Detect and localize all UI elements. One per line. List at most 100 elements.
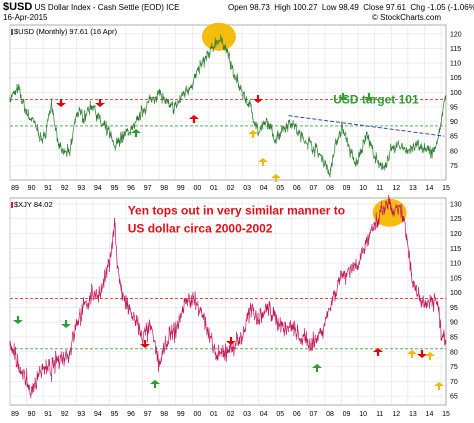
green-down-arrow xyxy=(13,316,23,324)
jpy-x-tick-label: 07 xyxy=(310,411,318,418)
yellow-up-arrow xyxy=(271,174,281,182)
yellow-up-arrow xyxy=(434,382,444,390)
open-value: Open 98.73 xyxy=(228,3,270,12)
jpy-x-tick-label: 97 xyxy=(144,411,152,418)
usd-x-tick-label: 97 xyxy=(144,185,152,192)
yellow-up-arrow xyxy=(258,158,268,166)
usd-x-tick-label: 11 xyxy=(376,185,383,192)
jpy-y-tick-label: 110 xyxy=(450,261,461,268)
usd-x-tick-label: 00 xyxy=(193,185,201,192)
jpy-x-tick-label: 99 xyxy=(177,411,185,418)
high-value: High 100.27 xyxy=(274,3,318,12)
usd-y-tick-label: 75 xyxy=(450,163,458,170)
red-up-arrow xyxy=(189,115,199,123)
jpy-x-tick-label: 10 xyxy=(359,411,367,418)
jpy-x-tick-label: 04 xyxy=(260,411,268,418)
usd-x-tick-label: 02 xyxy=(227,185,235,192)
jpy-x-tick-label: 13 xyxy=(409,411,417,418)
jpy-x-tick-label: 01 xyxy=(210,411,218,418)
green-down-arrow xyxy=(338,93,348,101)
usd-y-tick-label: 80 xyxy=(450,148,458,155)
usd-x-tick-label: 08 xyxy=(326,185,334,192)
jpy-highlight-oval xyxy=(372,198,407,227)
jpy-y-tick-label: 70 xyxy=(450,379,458,386)
jpy-x-tick-label: 94 xyxy=(94,411,102,418)
red-down-arrow xyxy=(56,99,66,107)
yellow-up-arrow xyxy=(248,130,258,138)
usd-x-tick-label: 91 xyxy=(44,185,52,192)
usd-x-tick-label: 04 xyxy=(260,185,268,192)
usd-x-tick-label: 07 xyxy=(310,185,318,192)
red-down-arrow xyxy=(140,340,150,348)
usd-x-tick-label: 92 xyxy=(61,185,69,192)
usd-x-tick-label: 05 xyxy=(276,185,284,192)
usd-x-tick-label: 90 xyxy=(28,185,36,192)
change-value: Chg -1.05 (-1.06%) xyxy=(410,3,474,12)
red-down-arrow xyxy=(417,350,427,358)
red-down-arrow xyxy=(226,337,236,345)
watermark: © StockCharts.com xyxy=(372,13,442,22)
usd-x-tick-label: 95 xyxy=(111,185,119,192)
usd-y-tick-label: 110 xyxy=(450,61,461,68)
usd-trendline xyxy=(288,115,445,137)
close-value: Close 97.61 xyxy=(363,3,406,12)
usd-highlight-oval xyxy=(201,22,236,51)
usd-x-tick-label: 15 xyxy=(442,185,450,192)
jpy-x-tick-label: 00 xyxy=(193,411,201,418)
chart-date: 16-Apr-2015 xyxy=(3,13,48,22)
jpy-x-tick-label: 05 xyxy=(276,411,284,418)
usd-y-tick-label: 100 xyxy=(450,90,462,97)
usd-x-tick-label: 89 xyxy=(11,185,19,192)
jpy-legend: $XJY 84.02 xyxy=(14,200,53,209)
jpy-y-tick-label: 65 xyxy=(450,394,458,401)
jpy-y-tick-label: 95 xyxy=(450,305,458,312)
green-down-arrow xyxy=(61,320,71,328)
ohlc-readout: Open 98.73 High 100.27 Low 98.49 Close 9… xyxy=(228,3,474,12)
jpy-plot-frame xyxy=(9,197,447,406)
jpy-x-tick-label: 12 xyxy=(392,411,400,418)
jpy-annotation-line1: Yen tops out in very similar manner to xyxy=(128,204,345,218)
green-up-arrow xyxy=(131,129,141,137)
jpy-y-tick-label: 90 xyxy=(450,320,458,327)
jpy-x-tick-label: 14 xyxy=(426,411,434,418)
jpy-y-tick-label: 120 xyxy=(450,231,462,238)
jpy-price-line xyxy=(9,194,447,399)
symbol-label: $USD xyxy=(3,1,33,13)
jpy-y-tick-label: 100 xyxy=(450,290,462,297)
usd-x-tick-label: 98 xyxy=(160,185,168,192)
red-down-arrow xyxy=(253,95,263,103)
yellow-up-arrow xyxy=(425,352,435,360)
usd-x-tick-label: 12 xyxy=(392,185,400,192)
jpy-legend-swatch xyxy=(11,202,13,208)
low-value: Low 98.49 xyxy=(321,3,359,12)
chart-header-title: $USD US Dollar Index - Cash Settle (EOD)… xyxy=(3,1,180,13)
usd-annotation: USD target 101 xyxy=(333,92,419,106)
jpy-panel: 89 90 91 92 93 94 95 96 97 98 99 00 01 02 03 04 05 06 07 08… xyxy=(9,194,462,418)
yellow-up-arrow xyxy=(407,350,417,358)
red-up-arrow xyxy=(373,348,383,356)
usd-legend: $USD (Monthly) 97.61 (16 Apr) xyxy=(14,27,117,36)
jpy-x-tick-label: 11 xyxy=(376,411,383,418)
usd-x-tick-label: 10 xyxy=(359,185,367,192)
jpy-x-tick-label: 91 xyxy=(44,411,52,418)
usd-y-tick-label: 105 xyxy=(450,75,462,82)
jpy-y-tick-label: 85 xyxy=(450,334,458,341)
usd-x-tick-label: 94 xyxy=(94,185,102,192)
jpy-x-tick-label: 96 xyxy=(127,411,135,418)
jpy-x-tick-label: 89 xyxy=(11,411,19,418)
jpy-x-tick-label: 93 xyxy=(77,411,85,418)
usd-price-line xyxy=(9,34,447,178)
jpy-x-tick-label: 08 xyxy=(326,411,334,418)
jpy-y-tick-label: 125 xyxy=(450,216,462,223)
usd-panel: 89 90 91 92 93 94 95 96 97 98 99 00 01 02 03 04 05 06 07 08… xyxy=(9,22,462,192)
usd-y-tick-label: 90 xyxy=(450,119,458,126)
usd-x-tick-label: 01 xyxy=(210,185,218,192)
jpy-y-tick-label: 75 xyxy=(450,364,458,371)
symbol-description: US Dollar Index - Cash Settle (EOD) ICE xyxy=(34,3,180,12)
jpy-x-tick-label: 98 xyxy=(160,411,168,418)
green-up-arrow xyxy=(312,364,322,372)
jpy-x-tick-label: 09 xyxy=(343,411,351,418)
jpy-x-tick-label: 95 xyxy=(111,411,119,418)
